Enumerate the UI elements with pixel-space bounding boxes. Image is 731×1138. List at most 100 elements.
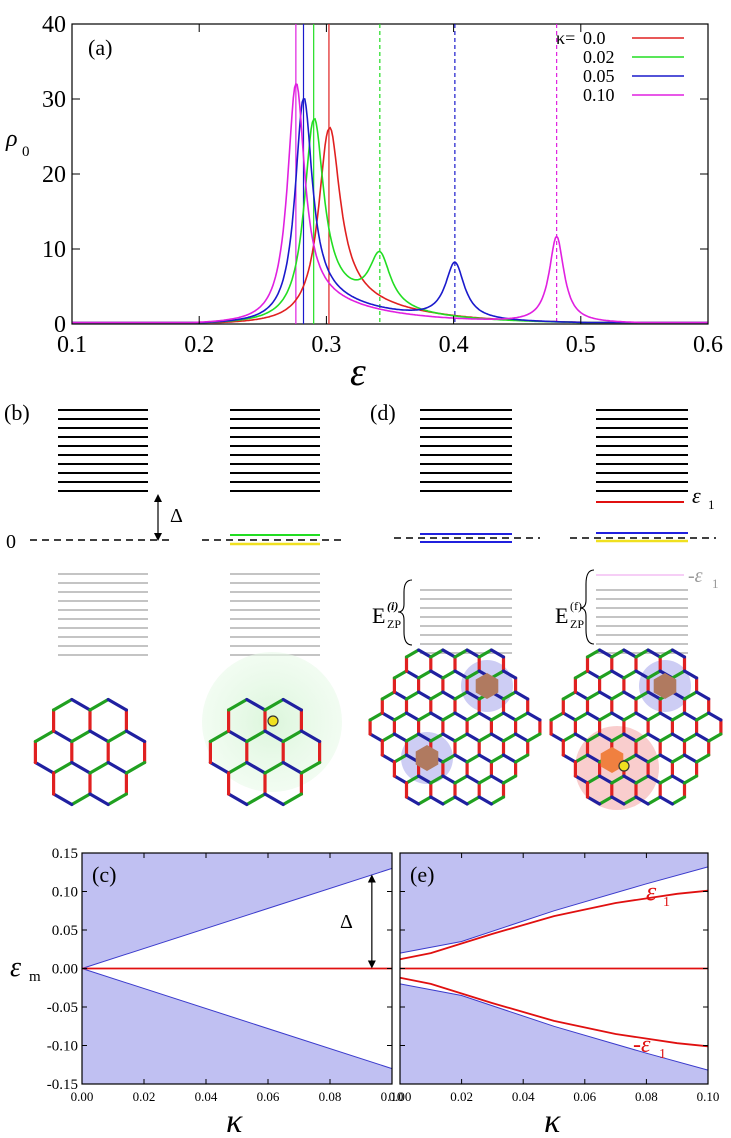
neg-eps1-sub-e: 1 [659,1047,666,1062]
lattice-bond [88,760,110,775]
ezp-f-label: E [555,603,568,628]
legend-entry-2: 0.05 [583,66,615,86]
panel-a-ylabel: ρ [5,126,18,152]
eps1-upper-line [399,889,709,961]
a-xtick-label: 0.5 [566,332,596,358]
lattice-bond [299,760,322,775]
lattice-bond [70,792,92,807]
xtick-label: 0.10 [381,1089,404,1104]
lattice-bond [597,711,614,722]
lattice-bond [622,795,638,806]
lattice-bond [501,711,518,722]
ytick-label: -0.05 [47,1000,78,1016]
lattice-bond [561,711,578,722]
lattice-bond [263,729,285,744]
lattice-bond [441,711,457,722]
lattice-bond [392,690,409,701]
lattice-bond [477,711,493,722]
vortex-hex-active [600,747,624,773]
lattice-bond [634,690,650,701]
lattice-bond [477,648,493,659]
lattice-bond [549,711,565,722]
lattice-bond [513,753,530,764]
lattice-bond [489,795,506,806]
legend-prefix: κ= [556,28,575,48]
lattice-bond [33,729,56,744]
lattice-bond [489,774,506,785]
lattice-bond [392,753,409,764]
lattice-bond [477,753,493,764]
lattice-bond [634,774,650,785]
panel-b-label: (b) [4,400,30,425]
lattice-bond [417,711,433,722]
panel-c-ylabel: ε [10,952,21,983]
lattice-bond [477,732,493,743]
lattice-bond [404,732,421,743]
a-ytick-label: 20 [42,162,66,188]
neg-eps1-sub-d: 1 [712,576,719,591]
lattice-bond [404,648,421,659]
panel-c-label: (c) [92,862,116,887]
lattice-bond [526,732,542,743]
lattice-bond [51,729,74,744]
lattice-bond [489,711,506,722]
lattice-bond [707,732,723,743]
yellow-dot [618,760,630,772]
neg-eps1-label-e: -ε [633,1032,651,1058]
lattice-bond [429,648,445,659]
lattice-bond [465,753,481,764]
band-upper-fill [82,853,392,969]
lattice-bond [392,774,409,785]
lattice-bond [658,711,675,722]
xtick-label: 0.10 [697,1089,720,1104]
panel-e-chart: 0.00 0.02 0.04 0.06 0.08 0.10 (e) ε 1 -ε 1 κ [389,852,720,1138]
vortex-hex [415,745,439,771]
ytick-label: 0.10 [52,885,78,901]
lattice-bond [573,669,590,680]
lattice-bond [610,648,626,659]
lattice-bond [585,795,602,806]
lattice-bond [429,669,445,680]
lattice-bond [465,711,481,722]
a-series-line [72,126,708,324]
lattice-bond [299,729,322,744]
lattice-bond [88,729,110,744]
eps1-sub-e: 1 [663,895,670,910]
lattice-bond [208,760,231,775]
lattice-bond [453,795,469,806]
lattice-bond [88,792,110,807]
yellow-dot [267,715,279,727]
lattice-bond [634,753,650,764]
ezp-f-sub: ZP [570,617,584,631]
lattice-bond [573,774,590,785]
panel-a-legend: κ= 0.0 0.02 0.05 0.10 [556,28,684,105]
lattice-bond [245,760,267,775]
lattice-bond [453,753,469,764]
band-upper-edge [399,866,709,954]
lattice-bond [622,732,638,743]
lattice-bond [646,795,662,806]
lattice-bond [694,732,711,743]
legend-entry-3: 0.10 [583,85,615,105]
lattice-bond [417,648,433,659]
band-lower-fill [400,983,708,1084]
a-ytick-label: 10 [42,237,66,263]
lattice-bond [670,648,687,659]
lattice-bond [549,732,565,743]
band-lower-edge [399,983,709,1071]
panel-b-levels: (b) 0 Δ [4,400,716,656]
lattice-bond [597,648,614,659]
lattice-bond [597,774,614,785]
lattice-bond [106,792,129,807]
vortex-hex [653,673,677,699]
lattice-bond [561,753,578,764]
lattice-bond [453,648,469,659]
lattice-bond [33,760,56,775]
lattice-bond [585,648,602,659]
lattice-bond [646,753,662,764]
lattice-bond [658,753,675,764]
a-xtick-label: 0.2 [184,332,214,358]
lattice-bond [453,669,469,680]
panel-c-ylabel-sub: m [29,969,41,985]
panel-a-chart: 0.1 0.2 0.3 0.4 0.5 0.6 0 10 20 30 40 (a) ρ 0 ε κ=… [5,12,723,394]
